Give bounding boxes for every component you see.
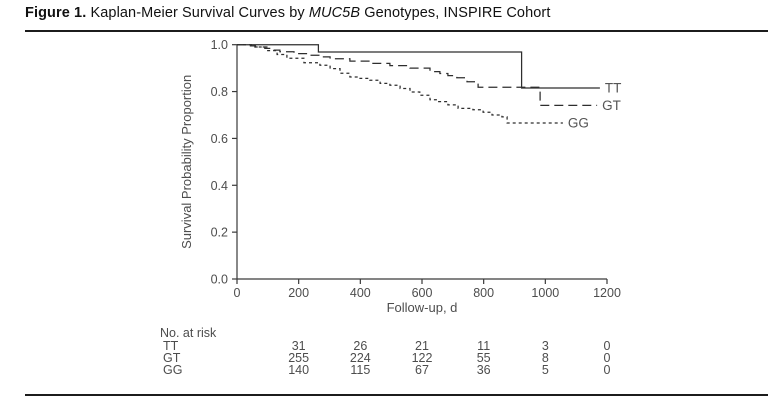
y-tick-label: 0.4 (211, 179, 228, 193)
legend-label-GT: GT (602, 98, 621, 113)
at-risk-value: 115 (350, 363, 370, 377)
y-tick-label: 0.0 (211, 273, 228, 287)
x-tick-label: 1200 (593, 286, 621, 300)
at-risk-value: 0 (604, 363, 611, 377)
x-tick-label: 200 (288, 286, 309, 300)
y-tick-label: 0.2 (211, 226, 228, 240)
legend-label-GG: GG (568, 115, 589, 130)
at-risk-value: 0 (604, 339, 611, 353)
x-tick-label: 400 (350, 286, 371, 300)
legend-label-TT: TT (605, 81, 622, 96)
at-risk-value: 26 (353, 339, 367, 353)
bottom-divider (25, 394, 768, 396)
at-risk-value: 21 (415, 339, 429, 353)
series-line-TT (237, 44, 600, 89)
at-risk-value: 11 (477, 339, 490, 353)
at-risk-value: 3 (542, 339, 549, 353)
x-tick-label: 1000 (531, 286, 559, 300)
at-risk-value: 36 (477, 363, 491, 377)
at-risk-value: 31 (292, 339, 306, 353)
figure-title: Figure 1. Kaplan-Meier Survival Curves b… (25, 5, 551, 21)
at-risk-value: 224 (350, 351, 371, 365)
series-line-GG (237, 44, 563, 124)
at-risk-value: 5 (542, 363, 549, 377)
at-risk-value: 67 (415, 363, 429, 377)
at-risk-row-label-GG: GG (163, 363, 182, 377)
x-tick-label: 0 (234, 286, 241, 300)
x-axis-title: Follow-up, d (387, 300, 458, 315)
axes (232, 44, 608, 284)
at-risk-value: 0 (604, 351, 611, 365)
at-risk-value: 122 (412, 351, 433, 365)
gene-name: MUC5B (308, 5, 361, 21)
figure-title-text: Kaplan-Meier Survival Curves by (86, 5, 309, 21)
x-tick-label: 800 (473, 286, 494, 300)
at-risk-row-label-TT: TT (163, 339, 179, 353)
series-line-GT (237, 44, 598, 107)
y-tick-label: 0.8 (211, 85, 228, 99)
y-tick-label: 0.6 (211, 132, 228, 146)
figure-label: Figure 1. (25, 5, 87, 21)
at-risk-value: 55 (477, 351, 491, 365)
figure-title-suffix: Genotypes, INSPIRE Cohort (360, 5, 551, 21)
at-risk-value: 8 (542, 351, 549, 365)
at-risk-title: No. at risk (160, 326, 217, 340)
at-risk-value: 140 (288, 363, 309, 377)
x-tick-label: 600 (412, 286, 433, 300)
at-risk-value: 255 (288, 351, 309, 365)
top-divider (25, 30, 768, 32)
y-tick-label: 1.0 (211, 38, 228, 52)
at-risk-row-label-GT: GT (163, 351, 181, 365)
y-axis-title: Survival Probability Proportion (179, 75, 194, 249)
